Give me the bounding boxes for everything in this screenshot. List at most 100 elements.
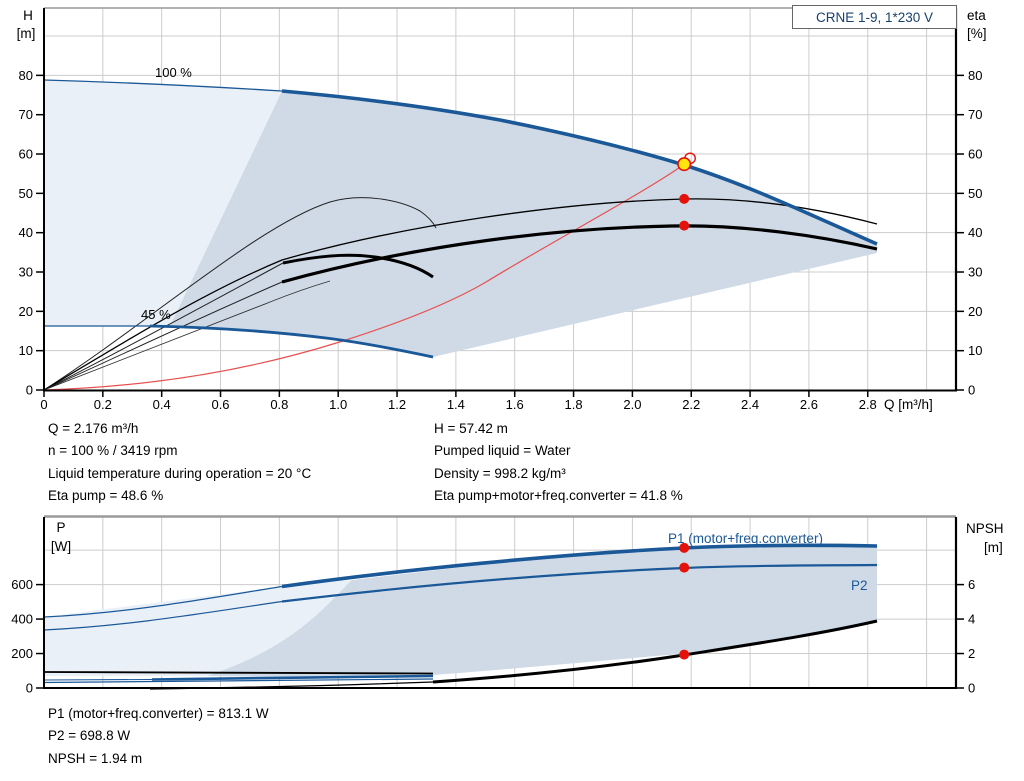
info-line: Pumped liquid = Water bbox=[434, 443, 571, 459]
duty-info-left: Q = 2.176 m³/h n = 100 % / 3419 rpm Liqu… bbox=[48, 418, 311, 508]
top-y-right-name: eta bbox=[967, 8, 986, 23]
bottom-y-right-name: NPSH bbox=[966, 521, 1004, 536]
p1-curve bbox=[281, 543, 878, 589]
info-line: Q = 2.176 m³/h bbox=[48, 421, 139, 436]
tick-label: 0 bbox=[40, 397, 47, 412]
duty-info-right: H = 57.42 m Pumped liquid = Water Densit… bbox=[434, 418, 683, 508]
tick-label: 4 bbox=[968, 612, 975, 627]
affinity-line bbox=[43, 280, 331, 391]
tick-label: 2.6 bbox=[800, 397, 818, 412]
eta-motor-extension bbox=[43, 281, 283, 391]
tick-label: 80 bbox=[19, 68, 33, 83]
top-y-left-name: H bbox=[23, 8, 33, 23]
tick-label: 2.2 bbox=[682, 397, 700, 412]
tick-label: 20 bbox=[19, 304, 33, 319]
tick-label: 2.4 bbox=[741, 397, 759, 412]
p2-operating-dot bbox=[679, 562, 690, 573]
top-y-left-unit: [m] bbox=[17, 26, 36, 41]
tick-label: 0 bbox=[968, 383, 975, 398]
p1-curve-label: P1 (motor+freq.converter) bbox=[668, 531, 823, 546]
eta-pump-curve bbox=[43, 198, 878, 391]
bottom-chart-ticks: 0 200 400 600 0 2 4 6 bbox=[11, 577, 975, 695]
tick-label: 30 bbox=[968, 265, 982, 280]
tick-label: 40 bbox=[19, 225, 33, 240]
tick-label: 80 bbox=[968, 68, 982, 83]
p1-operating-dot bbox=[679, 542, 690, 553]
tick-label: 0 bbox=[26, 681, 33, 696]
info-line: n = 100 % / 3419 rpm bbox=[48, 443, 178, 459]
top-x-label: Q [m³/h] bbox=[884, 397, 933, 412]
p2-min-curve bbox=[43, 678, 434, 684]
system-curve bbox=[43, 164, 685, 391]
p1-min-extension bbox=[43, 678, 153, 681]
power-info: P1 (motor+freq.converter) = 813.1 W P2 =… bbox=[48, 703, 269, 770]
eta-total-operating-dot bbox=[679, 220, 690, 231]
tick-label: 1.4 bbox=[447, 397, 465, 412]
tick-label: 0 bbox=[26, 383, 33, 398]
eta-motor-min-speed-curve bbox=[282, 253, 434, 279]
qh-100-extension bbox=[43, 79, 283, 92]
eta-motor-min-speed-extension bbox=[43, 262, 284, 391]
tick-label: 2 bbox=[968, 646, 975, 661]
tick-label: 600 bbox=[11, 577, 33, 592]
info-line: NPSH = 1.94 m bbox=[48, 750, 143, 766]
tick-label: 30 bbox=[19, 265, 33, 280]
npsh-operating-dot bbox=[679, 649, 690, 660]
tick-label: 40 bbox=[968, 225, 982, 240]
tick-label: 60 bbox=[968, 147, 982, 162]
p1-extension bbox=[43, 585, 283, 618]
eta-pump-min-speed-curve bbox=[43, 197, 437, 391]
bottom-y-left-name: P bbox=[56, 520, 65, 535]
max-speed-annotation: 100 % bbox=[155, 65, 192, 80]
pump-title: CRNE 1-9, 1*230 V bbox=[815, 9, 934, 25]
tick-label: 50 bbox=[968, 186, 982, 201]
tick-label: 0.6 bbox=[211, 397, 229, 412]
qh-45-curve bbox=[149, 324, 434, 359]
info-line: Eta pump = 48.6 % bbox=[48, 488, 164, 504]
bottom-envelope-light bbox=[44, 580, 352, 676]
tick-label: 10 bbox=[19, 343, 33, 358]
info-line: H = 57.42 m bbox=[434, 421, 508, 436]
top-chart-ticks: 0 10 20 30 40 50 60 70 80 0 10 20 30 40 50 60 70 80 0 0.2 0.… bbox=[19, 68, 983, 412]
tick-label: 0.2 bbox=[94, 397, 112, 412]
min-speed-annotation: 45 % bbox=[141, 307, 171, 322]
info-line: P1 (motor+freq.converter) = 813.1 W bbox=[48, 706, 269, 721]
top-envelope-dark bbox=[170, 91, 877, 357]
tick-label: 1.0 bbox=[329, 397, 347, 412]
npsh-limit-line bbox=[43, 671, 434, 675]
bottom-y-right-unit: [m] bbox=[984, 540, 1003, 555]
pump-title-box: CRNE 1-9, 1*230 V bbox=[792, 5, 957, 29]
top-envelope-light bbox=[44, 80, 282, 326]
tick-label: 60 bbox=[19, 147, 33, 162]
eta-pump-operating-dot bbox=[679, 193, 690, 204]
tick-label: 20 bbox=[968, 304, 982, 319]
tick-label: 6 bbox=[968, 577, 975, 592]
bottom-envelope-dark bbox=[207, 545, 877, 677]
operating-duty-point[interactable] bbox=[677, 157, 692, 172]
top-y-right-unit: [%] bbox=[967, 26, 987, 41]
tick-label: 1.6 bbox=[506, 397, 524, 412]
tick-label: 0.4 bbox=[153, 397, 171, 412]
bottom-y-left-unit: [W] bbox=[51, 539, 71, 554]
eta-motor-curve bbox=[281, 224, 878, 284]
tick-label: 70 bbox=[968, 107, 982, 122]
tick-label: 2.8 bbox=[859, 397, 877, 412]
tick-label: 70 bbox=[19, 107, 33, 122]
tick-label: 400 bbox=[11, 612, 33, 627]
qh-100-curve bbox=[281, 89, 878, 246]
info-line: P2 = 698.8 W bbox=[48, 728, 131, 744]
tick-label: 50 bbox=[19, 186, 33, 201]
tick-label: 1.8 bbox=[565, 397, 583, 412]
p1-min-curve bbox=[151, 674, 434, 681]
info-line: Eta pump+motor+freq.converter = 41.8 % bbox=[434, 488, 683, 504]
tick-label: 1.2 bbox=[388, 397, 406, 412]
tick-label: 10 bbox=[968, 343, 982, 358]
p2-extension bbox=[43, 600, 283, 631]
tick-label: 0.8 bbox=[270, 397, 288, 412]
p2-curve bbox=[281, 563, 878, 603]
tick-label: 0 bbox=[968, 681, 975, 696]
tick-label: 200 bbox=[11, 646, 33, 661]
info-line: Liquid temperature during operation = 20… bbox=[48, 465, 312, 481]
